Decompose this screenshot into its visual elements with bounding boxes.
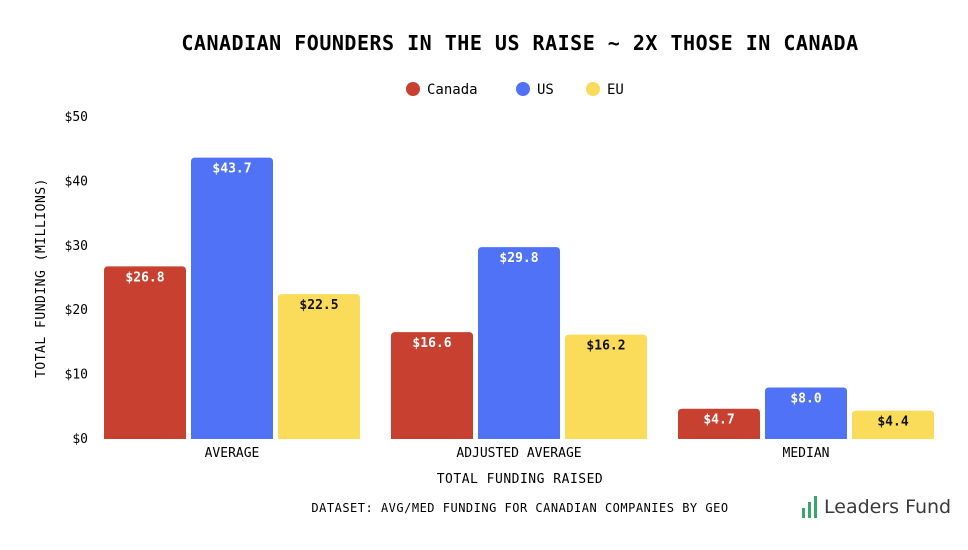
brand-name: Leaders Fund <box>824 496 952 518</box>
data-label: $22.5 <box>299 298 338 313</box>
bar-us-median <box>765 387 847 439</box>
data-label: $8.0 <box>790 391 821 406</box>
y-tick-label: $10 <box>65 368 88 383</box>
bar-canada-adjusted-average <box>391 332 473 439</box>
bar-canada-median <box>678 408 760 439</box>
x-tick-label: ADJUSTED AVERAGE <box>456 446 581 461</box>
bar-eu-median <box>852 410 934 439</box>
x-axis-label: TOTAL FUNDING RAISED <box>437 472 604 487</box>
x-tick-label: AVERAGE <box>205 446 260 461</box>
y-tick-label: $50 <box>65 110 88 125</box>
chart-title: CANADIAN FOUNDERS IN THE US RAISE ~ 2X T… <box>181 31 858 55</box>
bar-eu-adjusted-average <box>565 334 647 439</box>
data-label: $29.8 <box>499 251 538 266</box>
bar-chart-icon <box>802 496 817 518</box>
bar-canada-average <box>104 266 186 439</box>
bar-us-average <box>191 157 273 439</box>
x-tick-label: MEDIAN <box>783 446 830 461</box>
legend-label-eu: EU <box>607 82 624 98</box>
bar-us-adjusted-average <box>478 247 560 439</box>
legend: Canada US EU <box>406 82 624 98</box>
x-axis: AVERAGE ADJUSTED AVERAGE MEDIAN <box>205 446 830 461</box>
legend-label-us: US <box>537 82 554 98</box>
data-label: $16.6 <box>412 336 451 351</box>
y-tick-label: $20 <box>65 303 88 318</box>
data-label: $4.7 <box>703 413 734 428</box>
y-axis-label: TOTAL FUNDING (MILLIONS) <box>34 178 49 378</box>
legend-label-canada: Canada <box>427 82 478 98</box>
y-tick-label: $0 <box>72 432 88 447</box>
y-tick-label: $40 <box>65 174 88 189</box>
legend-swatch-canada <box>406 82 420 96</box>
data-label: $43.7 <box>212 162 251 177</box>
y-tick-label: $30 <box>65 239 88 254</box>
data-label: $16.2 <box>586 339 625 354</box>
brand-logo: Leaders Fund <box>802 496 951 518</box>
dataset-note: DATASET: AVG/MED FUNDING FOR CANADIAN CO… <box>311 501 728 515</box>
bars: $26.8 $43.7 $22.5 $16.6 $29.8 $16.2 $4.7 $8.0 $4… <box>104 157 934 439</box>
legend-swatch-us <box>516 82 530 96</box>
legend-swatch-eu <box>586 82 600 96</box>
bar-eu-average <box>278 294 360 439</box>
data-label: $4.4 <box>877 415 908 430</box>
y-axis: $0 $10 $20 $30 $40 $50 <box>65 110 88 447</box>
data-label: $26.8 <box>125 270 164 285</box>
